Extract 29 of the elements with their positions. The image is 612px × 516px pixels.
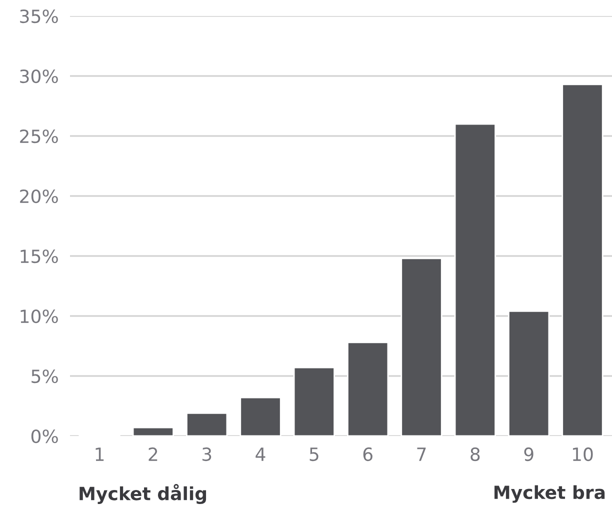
text: Mycket dålig	[80, 484, 206, 504]
x-tick-label: 2	[148, 447, 158, 461]
x-tick-label: 9	[524, 447, 534, 462]
bar	[454, 123, 496, 436]
text: Mycket bra	[494, 485, 605, 503]
x-tick-label: 3	[202, 447, 212, 462]
bar	[293, 366, 335, 436]
x-tick-label: 1	[96, 448, 104, 461]
bar	[186, 412, 228, 436]
x-tick-label: 6	[363, 447, 372, 462]
y-tick-label: 25%	[20, 129, 58, 144]
bar	[562, 84, 604, 436]
bar	[132, 426, 174, 436]
x-tick-label: 10	[572, 447, 593, 462]
bar	[400, 258, 442, 436]
y-tick-label: 0%	[31, 429, 58, 444]
y-tick-label: 5%	[32, 369, 58, 384]
bar	[508, 310, 550, 436]
y-tick-label: 15%	[20, 249, 58, 264]
x-tick-label: 5	[310, 448, 318, 462]
x-tick-label: 4	[256, 448, 266, 461]
y-tick-label: 10%	[20, 309, 58, 324]
y-tick-label: 35%	[20, 9, 58, 24]
y-tick-label: 20%	[20, 189, 58, 204]
x-tick-label: 8	[470, 447, 480, 462]
y-tick-label: 30%	[20, 69, 58, 84]
x-tick-label: 7	[417, 448, 426, 461]
bar	[347, 342, 389, 436]
bar	[240, 396, 282, 436]
